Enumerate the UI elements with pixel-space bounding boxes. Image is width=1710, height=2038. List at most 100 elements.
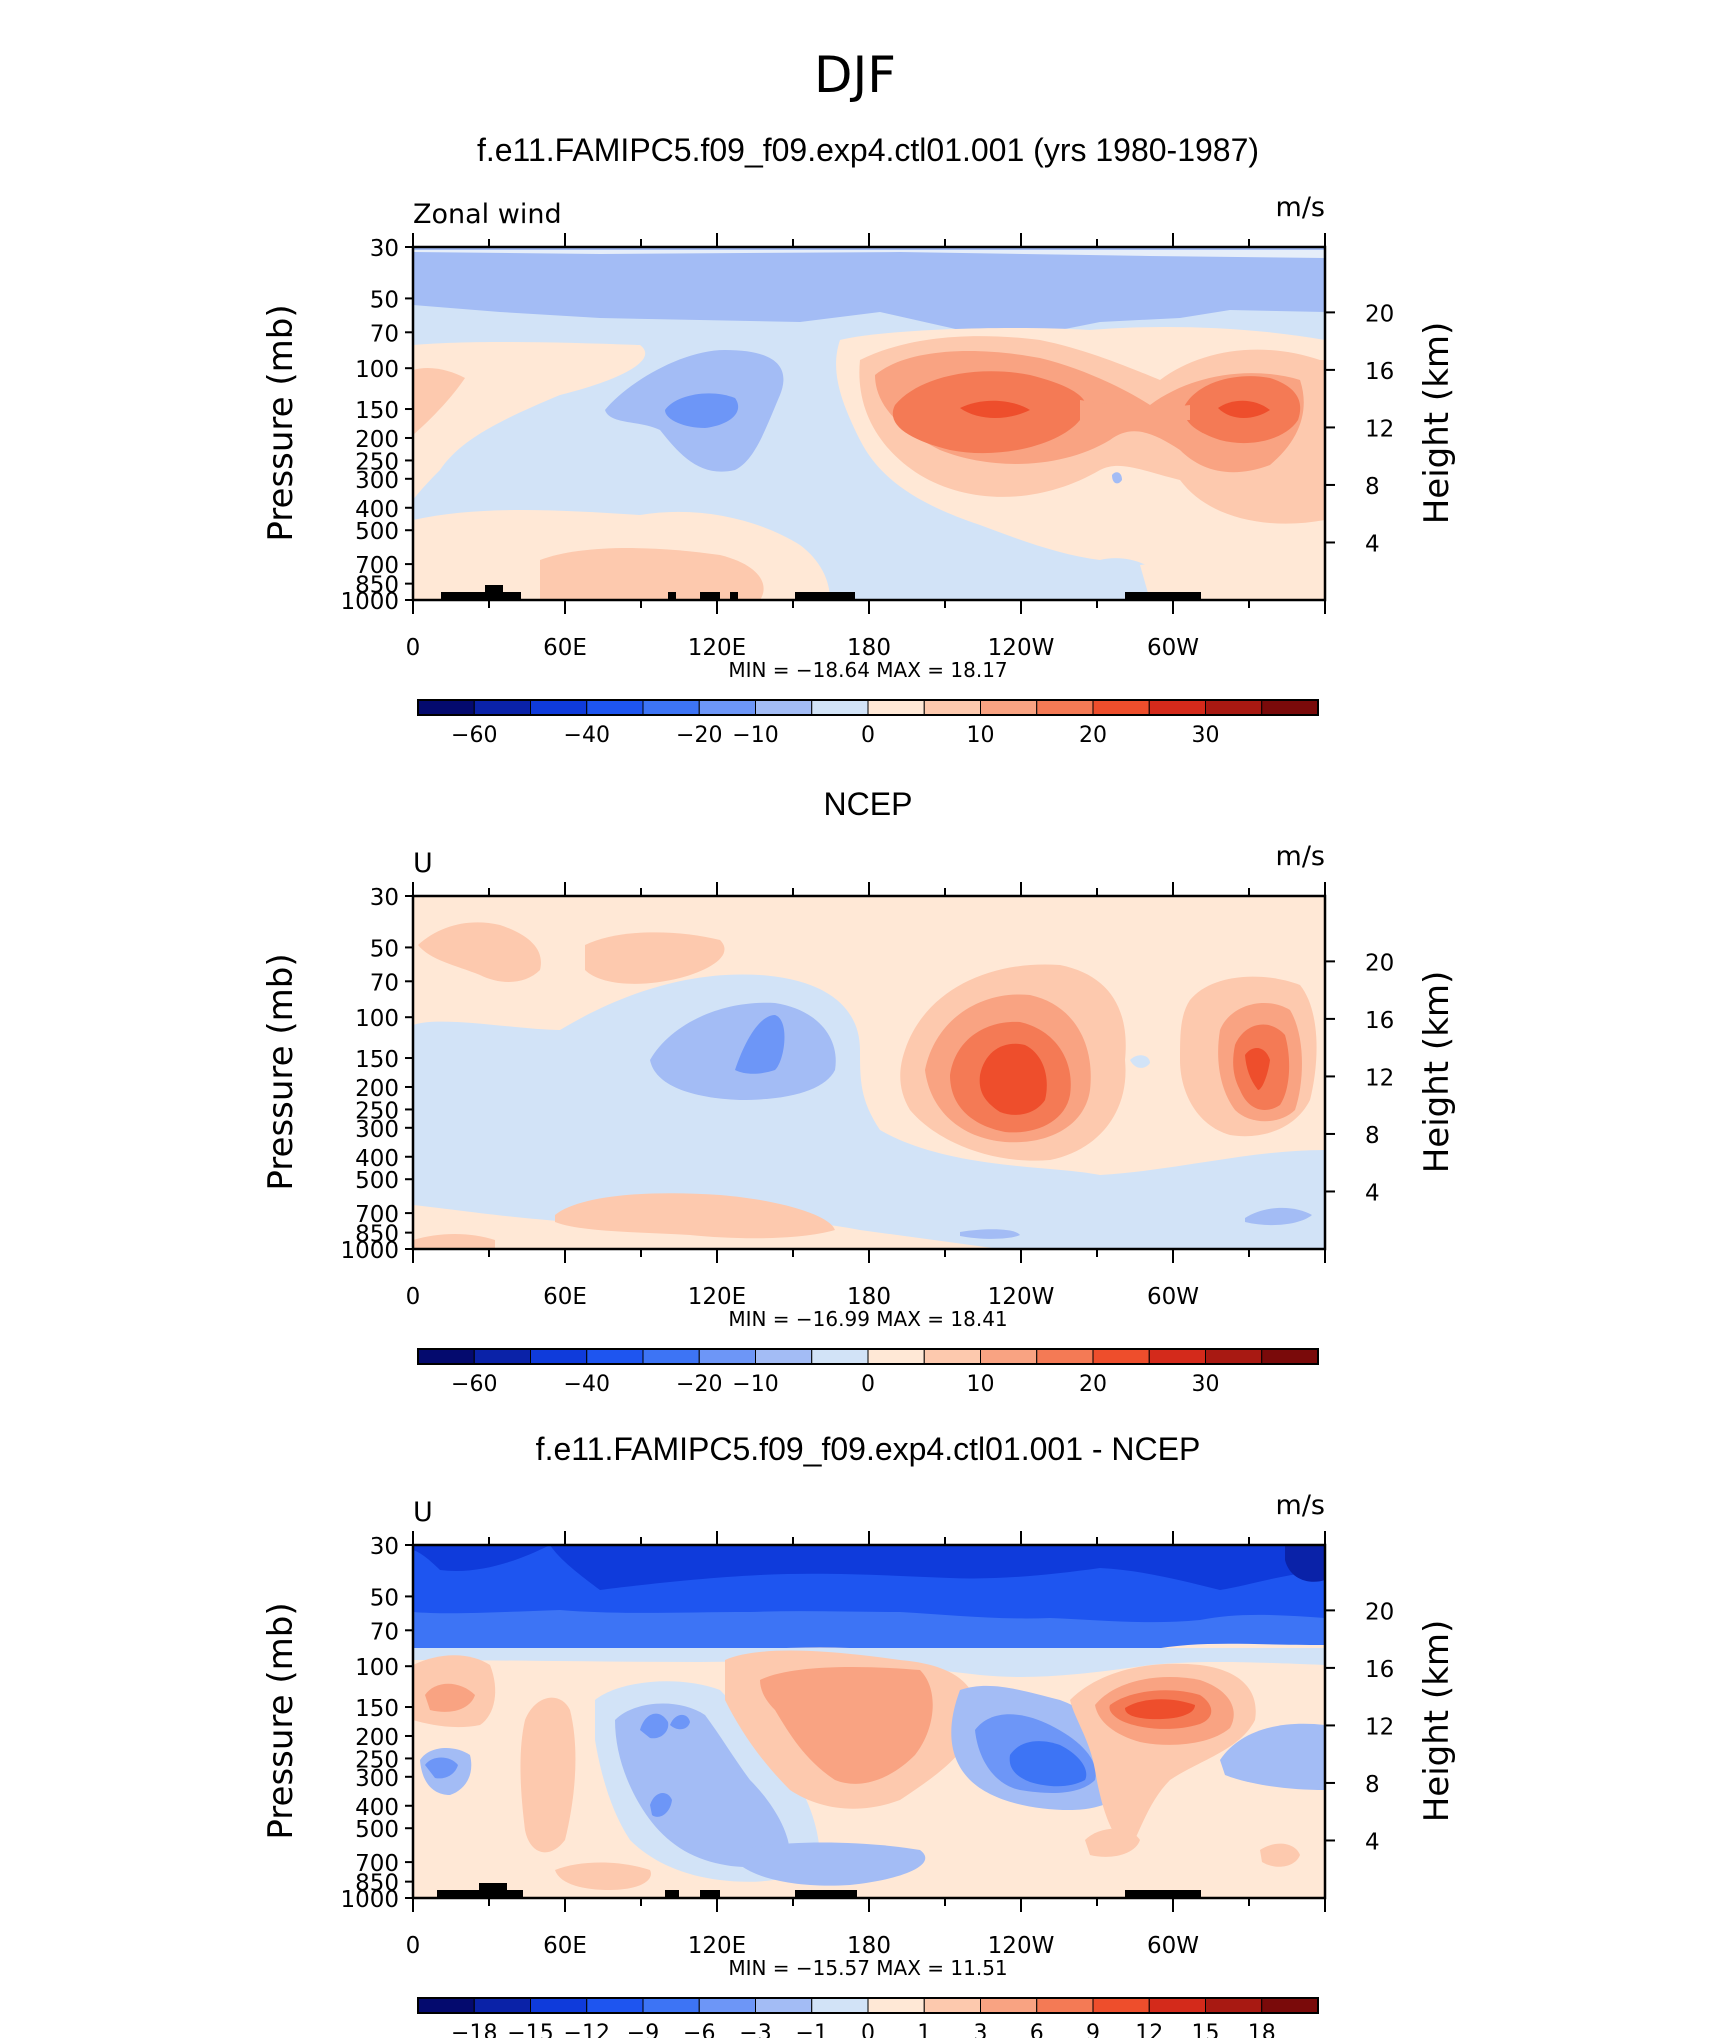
y-tick-label: 70 xyxy=(370,1619,399,1645)
x-tick-label: 180 xyxy=(847,635,891,661)
x-tick-label: 120E xyxy=(688,1284,746,1310)
height-tick-label: 4 xyxy=(1365,1829,1380,1855)
height-tick-label: 12 xyxy=(1365,416,1394,442)
colorbar-label: 9 xyxy=(1086,2021,1100,2038)
y-tick-label: 700 xyxy=(355,553,399,579)
colorbar-label: 0 xyxy=(861,1372,875,1397)
colorbar-swatch xyxy=(1092,699,1150,716)
small-blue-patch xyxy=(1112,472,1122,484)
axis-ylabel: Pressure (mb) xyxy=(261,953,301,1190)
panel-units: m/s xyxy=(1276,192,1325,223)
colorbar-swatch xyxy=(698,1348,756,1365)
colorbar-swatch xyxy=(417,1348,475,1365)
colorbar-swatch xyxy=(1148,1997,1206,2014)
negative-120W-9 xyxy=(1009,1741,1087,1787)
x-tick-label: 60E xyxy=(543,635,587,661)
y-tick-label: 70 xyxy=(370,321,399,347)
colorbar: −60 −40 −20 −10 0 10 20 30 xyxy=(417,1348,1319,1397)
stats-line: MIN = −18.64 MAX = 18.17 xyxy=(728,658,1007,682)
colorbar-label: −60 xyxy=(451,1372,497,1397)
jet-core-120W-inner xyxy=(960,400,1030,418)
y-tick-label: 700 xyxy=(355,1202,399,1228)
colorbar-label: 10 xyxy=(967,1372,995,1397)
lower-negative-mid xyxy=(740,1842,926,1886)
x-tick-label: 0 xyxy=(406,1284,421,1310)
axis-ylabel: Pressure (mb) xyxy=(261,1602,301,1839)
y-tick-label: 150 xyxy=(355,398,399,424)
axis-ylabel-right: Height (km) xyxy=(1417,971,1457,1174)
lower-positive-60W xyxy=(1085,1828,1140,1857)
height-tick-label: 4 xyxy=(1365,1180,1380,1206)
height-tick-label: 16 xyxy=(1365,1657,1394,1683)
positive-160E-180-core xyxy=(760,1667,933,1784)
colorbar-swatch xyxy=(642,1997,700,2014)
colorbar-swatch xyxy=(1148,1348,1206,1365)
y-tick-label: 50 xyxy=(370,1585,399,1611)
positive-20E-core xyxy=(425,1683,475,1712)
negative-east xyxy=(1220,1723,1325,1790)
colorbar-swatch xyxy=(1036,1348,1094,1365)
height-tick-label: 20 xyxy=(1365,950,1394,976)
colorbar-frame xyxy=(417,1997,1319,2014)
panel-1: f.e11.FAMIPC5.f09_f09.exp4.ctl01.001 (yr… xyxy=(261,132,1457,748)
y-tick-label: 400 xyxy=(355,1146,399,1172)
lower-westerly-east xyxy=(1140,563,1325,600)
colorbar-label: −6 xyxy=(683,2021,715,2038)
x-tick-label: 120E xyxy=(688,1933,746,1959)
colorbar-swatch xyxy=(586,1348,644,1365)
colorbar-swatch xyxy=(1261,699,1319,716)
y-tick-label: 700 xyxy=(355,1851,399,1877)
colorbar: −18 −15 −12 −9 −6 −3 −1 0 1 3 6 9 12 15 18 xyxy=(417,1997,1319,2038)
height-tick-label: 12 xyxy=(1365,1714,1394,1740)
colorbar-label: 0 xyxy=(861,723,875,748)
colorbar-swatch xyxy=(867,1348,925,1365)
axis-ylabel-right: Height (km) xyxy=(1417,1620,1457,1823)
easterly-low-strip xyxy=(960,1229,1020,1239)
lower-positive-west xyxy=(555,1862,651,1890)
colorbar-swatch xyxy=(923,1997,981,2014)
y-tick-label: 250 xyxy=(355,449,399,475)
topography xyxy=(441,585,1201,600)
panel-title: f.e11.FAMIPC5.f09_f09.exp4.ctl01.001 (yr… xyxy=(477,132,1259,168)
y-tick-label: 500 xyxy=(355,519,399,545)
panel-units: m/s xyxy=(1276,1490,1325,1521)
panel-title: NCEP xyxy=(824,786,913,822)
easterly-core-120E xyxy=(665,393,739,428)
colorbar-swatch xyxy=(811,1348,869,1365)
y-tick-label: 850 xyxy=(355,573,399,599)
colorbar-swatch xyxy=(980,699,1038,716)
colorbar-label: −20 xyxy=(676,723,722,748)
y-tick-label: 250 xyxy=(355,1098,399,1124)
colorbar-label: −10 xyxy=(732,723,778,748)
colorbar-label: 10 xyxy=(967,723,995,748)
subtropical-westerly xyxy=(413,341,646,500)
y-tick-label: 1000 xyxy=(340,1238,399,1264)
colorbar-swatch xyxy=(755,1348,813,1365)
panel-units: m/s xyxy=(1276,841,1325,872)
colorbar-label: −40 xyxy=(564,723,610,748)
colorbar-swatch xyxy=(755,699,813,716)
colorbar-swatch xyxy=(923,699,981,716)
y-tick-label: 300 xyxy=(355,468,399,494)
contour-field xyxy=(413,1545,1325,1898)
x-tick-label: 0 xyxy=(406,1933,421,1959)
colorbar-swatch xyxy=(1092,1348,1150,1365)
colorbar-swatch xyxy=(755,1997,813,2014)
x-tick-label: 120W xyxy=(988,1284,1055,1310)
height-tick-label: 20 xyxy=(1365,301,1394,327)
strat-band-12 xyxy=(413,1545,1325,1590)
colorbar-swatch xyxy=(642,699,700,716)
lower-westerly-west xyxy=(413,1234,495,1249)
lower-positive-30W xyxy=(1260,1843,1300,1867)
y-tick-label: 50 xyxy=(370,287,399,313)
subtropical-westerly-10 xyxy=(413,367,465,435)
y-tick-label: 100 xyxy=(355,1655,399,1681)
colorbar-swatch xyxy=(473,1348,531,1365)
stats-line: MIN = −15.57 MAX = 11.51 xyxy=(728,1956,1007,1980)
colorbar-swatch xyxy=(923,1348,981,1365)
topography xyxy=(437,1883,1201,1898)
colorbar-label: 18 xyxy=(1248,2021,1276,2038)
